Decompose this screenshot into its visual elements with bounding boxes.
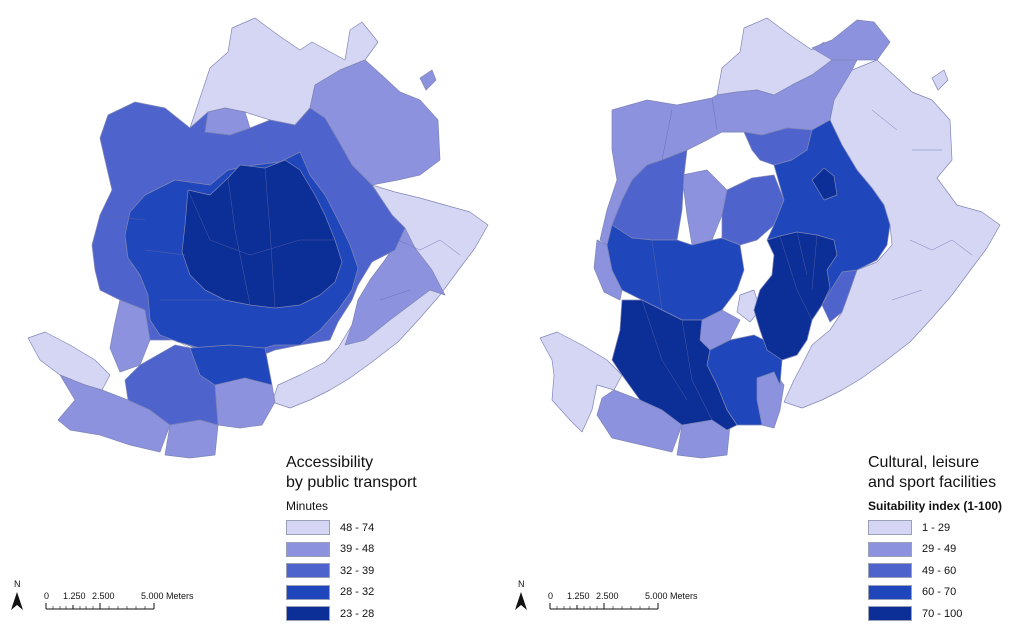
zone-south-3 <box>214 377 276 429</box>
legend-label: 1 - 29 <box>922 521 951 534</box>
legend-swatch <box>286 584 330 600</box>
zone-core <box>181 159 343 309</box>
legend-class-4: 28 - 32 <box>286 582 417 604</box>
zone-south-1 <box>57 374 171 453</box>
choropleth-map-suitability <box>539 17 1001 459</box>
legend-class-5: 23 - 28 <box>286 603 417 625</box>
legend-title-line1: Cultural, leisure <box>868 454 980 471</box>
zone-southwest-core <box>611 299 738 431</box>
legend-label: 49 - 60 <box>922 564 957 577</box>
legend-label: 48 - 74 <box>340 521 375 534</box>
legend-label: 29 - 49 <box>922 543 957 556</box>
zone-west-center-light <box>736 289 761 323</box>
legend-class-1: 48 - 74 <box>286 517 417 539</box>
zone-southwest-1 <box>27 331 111 391</box>
scale-tick-0: 0 <box>44 591 49 601</box>
zone-north-mid <box>811 19 891 61</box>
legend-swatch <box>868 606 912 622</box>
legend-class-3: 32 - 39 <box>286 560 417 582</box>
legend-label: 23 - 28 <box>340 607 375 620</box>
legend-swatch <box>868 520 912 536</box>
zone-south-dark <box>189 344 273 386</box>
scale-tick-1250: 1.250 <box>63 591 86 601</box>
legend-subtitle: Suitability index (1-100) <box>868 499 1003 513</box>
legend-label: 28 - 32 <box>340 586 375 599</box>
legend-swatch <box>286 563 330 579</box>
zone-south-2 <box>164 419 219 459</box>
legend-class-2: 29 - 49 <box>868 539 1002 561</box>
legend-label: 70 - 100 <box>922 607 963 620</box>
zone-west-1 <box>109 299 151 373</box>
scale-tick-1250: 1.250 <box>567 591 590 601</box>
scale-bar: N 0 1.250 2.500 5.000 Meters <box>512 578 722 618</box>
scale-tick-2500: 2.500 <box>92 591 115 601</box>
legend-label: 39 - 48 <box>340 543 375 556</box>
north-label: N <box>14 579 21 589</box>
legend-class-3: 49 - 60 <box>868 560 1002 582</box>
legend-title-line1: Accessibility <box>286 454 374 471</box>
legend-class-2: 39 - 48 <box>286 539 417 561</box>
choropleth-map-accessibility <box>27 17 489 459</box>
legend-label: 60 - 70 <box>922 586 957 599</box>
zone-center-light <box>681 169 728 246</box>
zone-center-medium <box>721 174 785 246</box>
scale-tick-0: 0 <box>548 591 553 601</box>
legend-accessibility: Accessibility by public transport Minute… <box>286 453 417 625</box>
zone-core <box>753 231 838 361</box>
scale-tick-5000: 5.000 Meters <box>141 591 194 601</box>
north-arrow-icon <box>515 592 527 610</box>
scale-tick-2500: 2.500 <box>596 591 619 601</box>
legend-subtitle: Minutes <box>286 499 329 513</box>
zone-island <box>419 69 437 91</box>
zone-east-inner <box>344 214 446 346</box>
legend-swatch <box>868 563 912 579</box>
legend-swatch <box>868 541 912 557</box>
scale-tick-5000: 5.000 Meters <box>645 591 698 601</box>
scale-bar: N 0 1.250 2.500 5.000 Meters <box>8 578 218 618</box>
legend-swatch <box>286 606 330 622</box>
zone-northeast-core <box>811 167 838 201</box>
north-label: N <box>518 579 525 589</box>
legend-class-1: 1 - 29 <box>868 517 1002 539</box>
legend-swatch <box>286 520 330 536</box>
legend-class-4: 60 - 70 <box>868 582 1002 604</box>
north-arrow-icon <box>11 592 23 610</box>
legend-swatch <box>286 541 330 557</box>
zone-southwest-1 <box>539 331 623 433</box>
legend-label: 32 - 39 <box>340 564 375 577</box>
legend-title-line2: by public transport <box>286 474 417 491</box>
legend-swatch <box>868 584 912 600</box>
map-panel-suitability: Cultural, leisure and sport facilities S… <box>512 0 1024 631</box>
legend-suitability: Cultural, leisure and sport facilities S… <box>868 453 1002 625</box>
legend-class-5: 70 - 100 <box>868 603 1002 625</box>
legend-title-line2: and sport facilities <box>868 474 997 491</box>
map-panel-accessibility: Accessibility by public transport Minute… <box>8 17 489 625</box>
zone-island <box>931 69 949 91</box>
